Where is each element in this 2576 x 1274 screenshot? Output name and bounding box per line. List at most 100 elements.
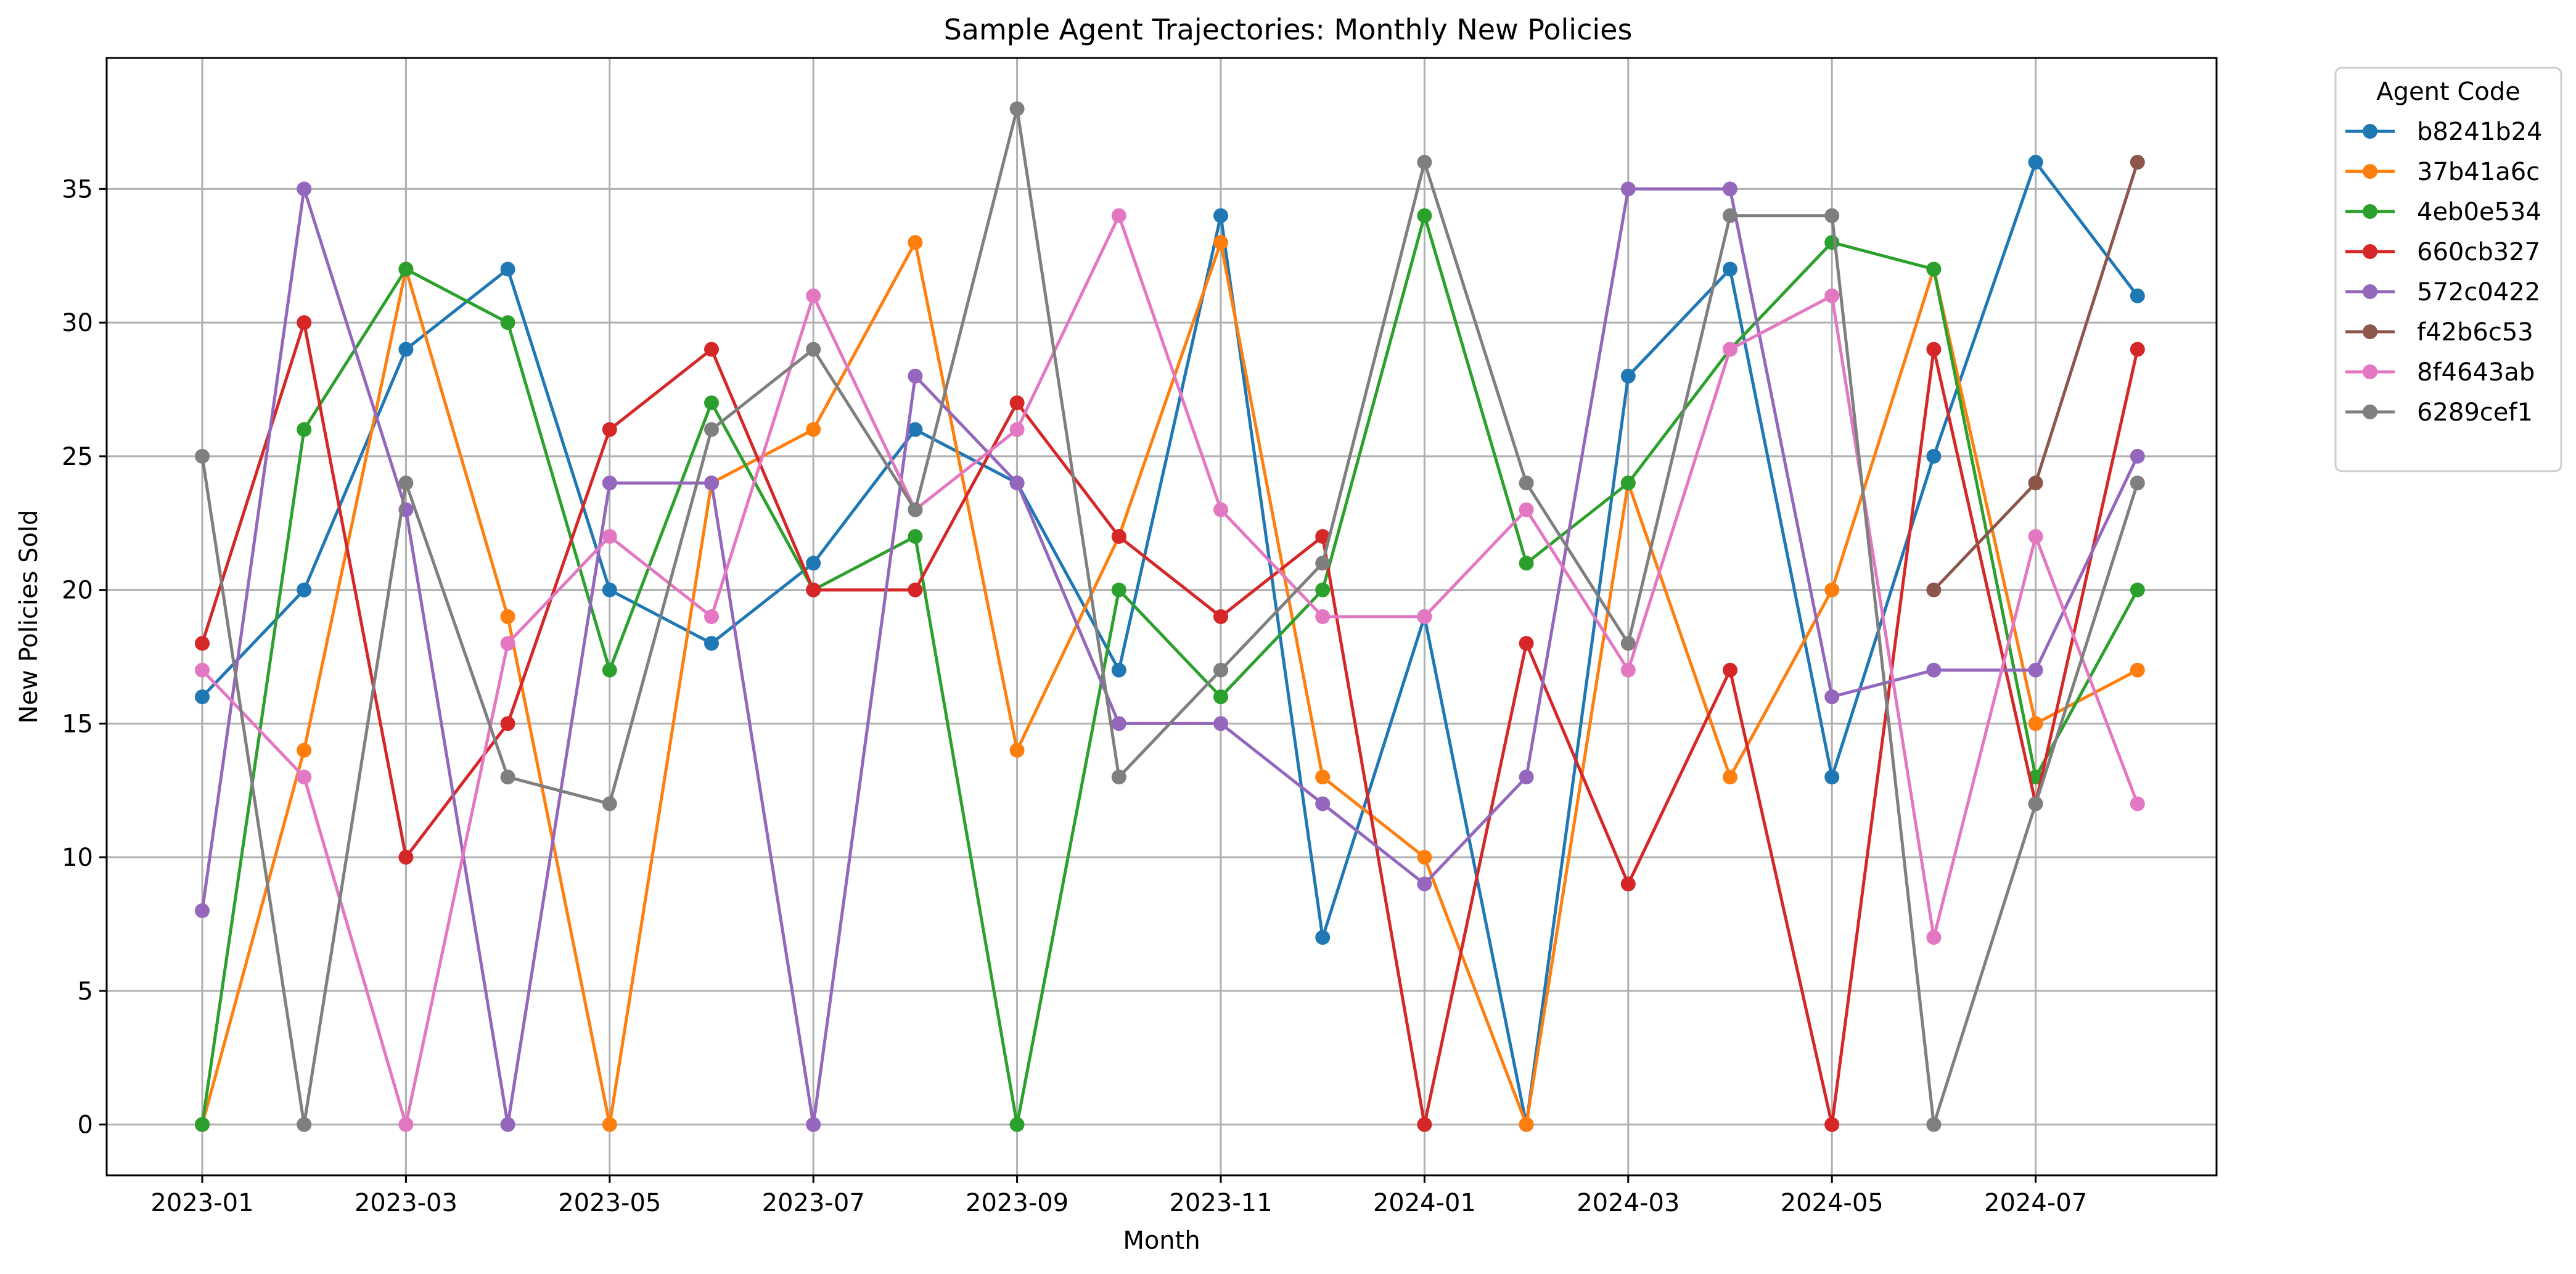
data-point: [1620, 636, 1636, 651]
data-point: [1417, 850, 1432, 865]
legend-item-b8241b24: b8241b24: [2345, 118, 2542, 146]
series-b8241b24: [195, 155, 2145, 1132]
x-axis: 2023-01 2023-03 2023-05 2023-07 2023-09 2023-…: [150, 1175, 2087, 1217]
data-point: [602, 475, 617, 491]
legend-item-4eb0e534: 4eb0e534: [2345, 198, 2541, 226]
data-point: [1315, 582, 1331, 598]
data-point: [602, 1117, 617, 1132]
data-point: [1213, 716, 1228, 731]
legend-items: b8241b24 37b41a6c 4eb0e534 660cb327 572c0422…: [2345, 118, 2542, 427]
data-point: [1417, 876, 1432, 892]
y-tick-label: 10: [62, 844, 93, 872]
data-point: [1213, 235, 1228, 250]
data-point: [297, 742, 312, 758]
series-660cb327: [195, 315, 2145, 1132]
data-point: [1824, 288, 1840, 303]
data-point: [1009, 422, 1025, 437]
data-point: [2130, 582, 2145, 598]
data-point: [1111, 582, 1126, 598]
data-point: [398, 475, 414, 491]
data-point: [398, 1117, 414, 1132]
data-point: [1620, 181, 1636, 197]
series-layer: [195, 101, 2145, 1132]
data-point: [1213, 208, 1228, 223]
data-point: [704, 609, 719, 624]
data-point: [500, 636, 515, 651]
data-point: [297, 770, 312, 785]
data-point: [1009, 395, 1025, 411]
data-point: [1519, 770, 1534, 785]
data-point: [1315, 528, 1331, 544]
data-point: [1620, 876, 1636, 892]
data-point: [1009, 742, 1025, 758]
x-tick-label: 2024-05: [1781, 1189, 1884, 1217]
data-point: [1723, 261, 1737, 277]
data-point: [2130, 342, 2145, 357]
data-point: [602, 422, 617, 437]
data-point: [1417, 1117, 1432, 1132]
data-point: [2130, 155, 2145, 170]
data-point: [1620, 662, 1636, 678]
series-6289cef1: [195, 101, 2145, 1132]
data-point: [2028, 475, 2043, 491]
series-8f4643ab: [195, 208, 2145, 1132]
data-point: [1824, 582, 1840, 598]
y-tick-label: 30: [62, 309, 93, 337]
data-point: [2028, 528, 2043, 544]
data-point: [1111, 770, 1126, 785]
data-point: [195, 636, 210, 651]
data-point: [1009, 101, 1025, 117]
data-point: [1315, 770, 1331, 785]
data-point: [1111, 662, 1126, 678]
data-point: [1519, 475, 1534, 491]
data-point: [1417, 155, 1432, 170]
data-point: [1824, 1117, 1840, 1132]
data-point: [704, 422, 719, 437]
data-point: [602, 528, 617, 544]
data-point: [1620, 368, 1636, 384]
x-tick-label: 2023-01: [150, 1189, 253, 1217]
data-point: [297, 422, 312, 437]
data-point: [1111, 208, 1126, 223]
data-point: [1926, 930, 1942, 945]
y-tick-label: 0: [78, 1111, 93, 1140]
data-point: [1315, 556, 1331, 571]
data-point: [806, 342, 821, 357]
data-point: [398, 342, 414, 357]
data-point: [908, 582, 923, 598]
data-point: [297, 1117, 312, 1132]
data-point: [500, 315, 515, 331]
data-point: [806, 1117, 821, 1132]
legend-label: f42b6c53: [2417, 318, 2533, 347]
series-line-8f4643ab: [201, 214, 2139, 1127]
data-point: [704, 395, 719, 411]
data-point: [908, 422, 923, 437]
data-point: [1926, 662, 1942, 678]
y-tick-label: 5: [78, 977, 93, 1006]
data-point: [1009, 1117, 1025, 1132]
legend-item-8f4643ab: 8f4643ab: [2345, 358, 2535, 387]
data-point: [1213, 689, 1228, 705]
data-point: [704, 475, 719, 491]
data-point: [2130, 448, 2145, 464]
data-point: [195, 903, 210, 918]
data-point: [398, 850, 414, 865]
data-point: [1926, 342, 1942, 357]
y-tick-label: 20: [62, 577, 93, 605]
y-tick-label: 25: [62, 443, 93, 471]
legend-marker: [2363, 405, 2377, 419]
y-tick-label: 15: [62, 710, 93, 738]
series-line-b8241b24: [201, 160, 2139, 1127]
data-point: [1519, 636, 1534, 651]
data-point: [1926, 1117, 1942, 1132]
series-572c0422: [195, 181, 2145, 1132]
data-point: [2130, 796, 2145, 812]
data-point: [908, 235, 923, 250]
legend-label: 660cb327: [2417, 238, 2540, 266]
x-tick-label: 2024-07: [1984, 1189, 2087, 1217]
series-line-660cb327: [200, 321, 2139, 1127]
data-point: [195, 662, 210, 678]
data-point: [908, 528, 923, 544]
